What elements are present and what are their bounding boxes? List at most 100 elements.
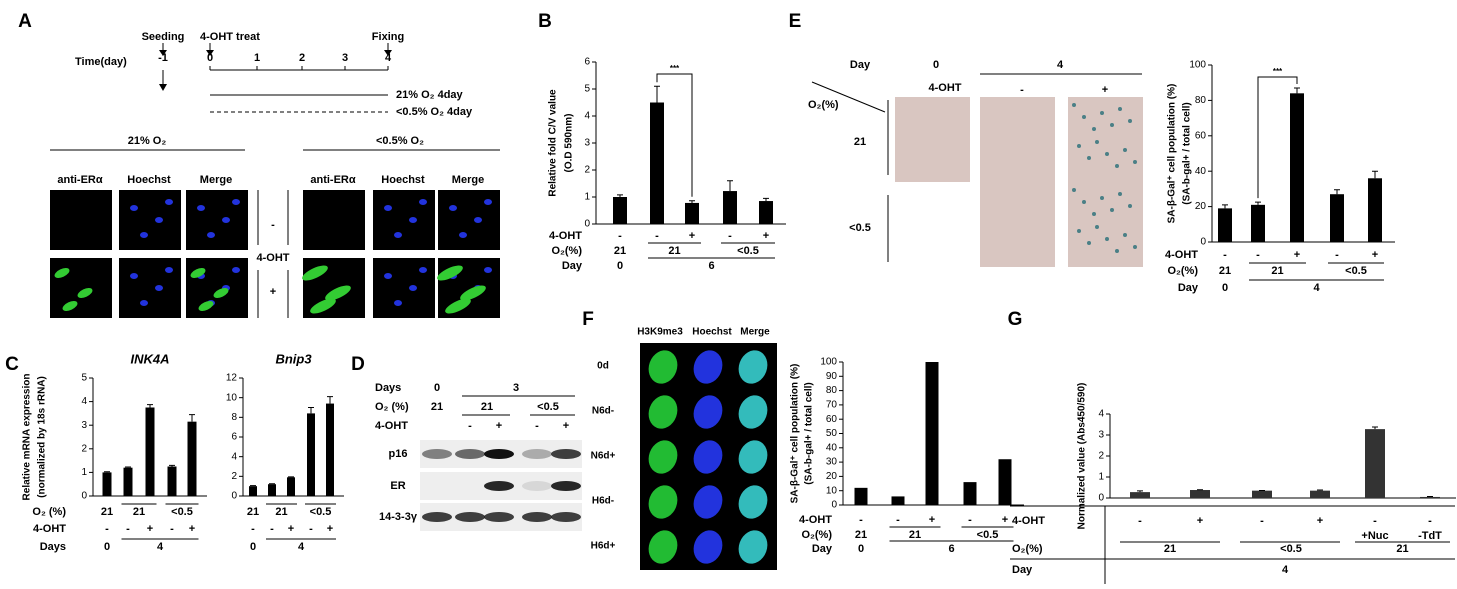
nucleus: [449, 205, 457, 211]
y-axis-label: Relative mRNA expression: [22, 374, 33, 501]
y-tick-label: 1: [1098, 472, 1104, 483]
y-tick-label: 5: [584, 84, 590, 95]
stain: [1092, 212, 1096, 216]
error-bar: [763, 198, 769, 201]
band-label: 14-3-3γ: [379, 511, 418, 523]
y-tick-label: 8: [231, 412, 237, 423]
condition-header: 21% O₂: [128, 135, 167, 147]
cell: 0: [858, 543, 864, 555]
cell: +: [1197, 515, 1203, 527]
cell: -: [859, 514, 863, 526]
o2: 21: [854, 136, 866, 148]
bar: [124, 468, 133, 496]
cell: -: [170, 523, 174, 535]
significance: ***: [1273, 67, 1283, 76]
nucleus: [484, 267, 492, 273]
error-bar: [689, 201, 695, 203]
nucleus: [474, 217, 482, 223]
error-bar: [1317, 490, 1323, 491]
nucleus: [155, 285, 163, 291]
cell: -: [535, 420, 539, 432]
bar: [249, 486, 257, 496]
cell: 4: [157, 541, 164, 553]
day-label: Day: [850, 59, 871, 71]
cell: +Nuc: [1361, 530, 1388, 542]
band: [455, 449, 485, 459]
bar: [307, 413, 315, 496]
cell: 6: [948, 543, 954, 555]
nucleus: [222, 217, 230, 223]
cell: 21: [1271, 265, 1283, 277]
cell: -TdT: [1418, 530, 1442, 542]
bar: [1218, 208, 1232, 242]
column-header: Hoechst: [692, 327, 732, 338]
timeline-tick: 1: [254, 52, 260, 64]
stain: [1133, 160, 1137, 164]
error-bar: [727, 181, 733, 191]
nucleus: [130, 273, 138, 279]
row-label: 4-OHT: [33, 523, 66, 535]
nucleus: [232, 199, 240, 205]
cell: <0.5: [537, 401, 559, 413]
error-bar: [1372, 171, 1378, 178]
bar: [759, 201, 773, 224]
row-label: 4-OHT: [1165, 249, 1198, 261]
nucleus: [165, 199, 173, 205]
band: [522, 481, 552, 491]
band: [422, 449, 452, 459]
cell: +: [327, 523, 333, 535]
chart-title: INK4A: [130, 351, 169, 366]
cell: 0: [617, 260, 623, 272]
cell: -: [309, 523, 313, 535]
y-tick-label: 0: [81, 491, 87, 502]
y-tick-label: 90: [826, 371, 838, 382]
cell: 4: [1282, 564, 1289, 576]
error-bar: [1137, 491, 1143, 492]
y-tick-label: 3: [584, 138, 590, 149]
cell: 0: [104, 541, 110, 553]
row-label: +: [270, 286, 276, 298]
cell: 21: [1396, 543, 1408, 555]
o2: <0.5: [849, 222, 871, 234]
column-header: Merge: [740, 327, 770, 338]
column-header: anti-ERα: [310, 174, 356, 186]
image-panel: [303, 190, 365, 250]
stain: [1123, 233, 1127, 237]
condition-label: <0.5% O₂ 4day: [396, 106, 473, 118]
image-panel: [1068, 182, 1143, 267]
image-panel: [1068, 97, 1143, 182]
cell: 21: [1219, 265, 1231, 277]
error-bar: [617, 195, 623, 197]
cell: -: [1373, 515, 1377, 527]
bar: [188, 422, 197, 496]
y-tick-label: 2: [81, 443, 87, 454]
y-axis-label: Relative fold C/V value: [548, 89, 559, 197]
cell: <0.5: [1345, 265, 1367, 277]
nucleus: [207, 232, 215, 238]
y-tick-label: 6: [584, 57, 590, 68]
cell: 21: [247, 506, 259, 518]
column-header: Hoechst: [381, 174, 425, 186]
image-panel: [895, 97, 970, 182]
y-tick-label: 40: [1195, 166, 1207, 177]
row-label: 4-OHT: [1012, 515, 1045, 527]
treatment: -: [1020, 84, 1024, 96]
timeline-tick: 3: [342, 52, 348, 64]
cell: 0: [1222, 282, 1228, 294]
stain: [1095, 225, 1099, 229]
error-bar: [169, 465, 175, 466]
error-bar: [327, 397, 333, 404]
cell: 21: [1164, 543, 1176, 555]
day: 0: [933, 59, 939, 71]
cell: +: [763, 230, 769, 242]
column-header: Merge: [200, 174, 232, 186]
bar: [650, 103, 664, 225]
y-tick-label: 0: [231, 491, 237, 502]
arrow-head: [159, 84, 167, 91]
bar: [1368, 178, 1382, 242]
cell: +: [288, 523, 294, 535]
y-tick-label: 4: [584, 111, 590, 122]
band: [522, 449, 552, 459]
